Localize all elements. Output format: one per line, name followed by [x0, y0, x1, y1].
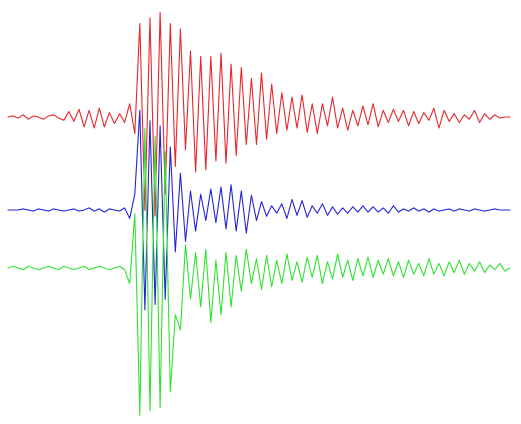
trace-red	[7, 11, 511, 217]
trace-blue	[7, 109, 511, 311]
trace-green	[7, 127, 511, 416]
